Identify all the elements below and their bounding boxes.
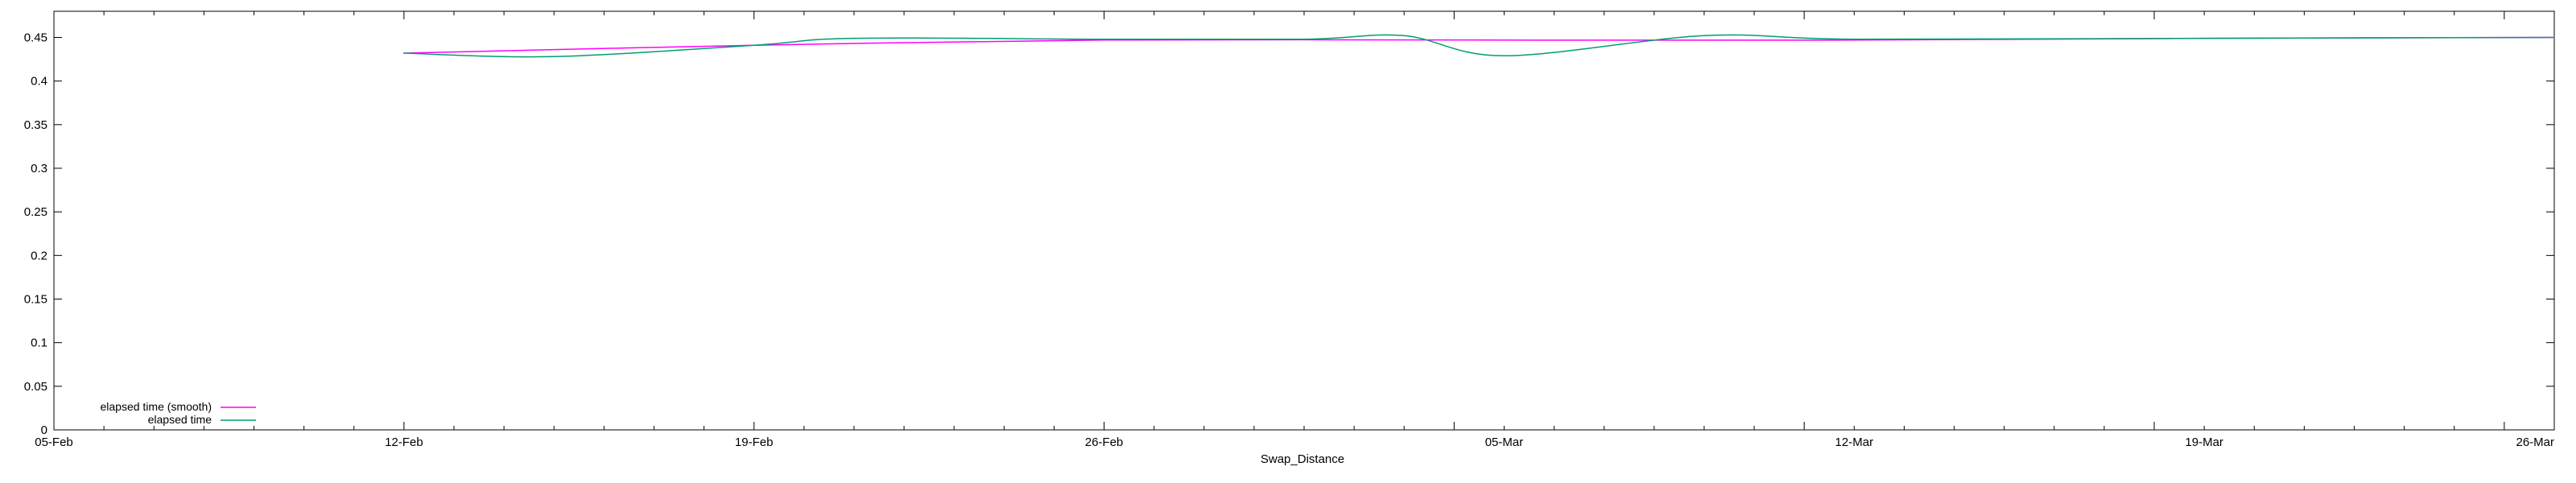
x-tick-label: 12-Mar	[1835, 436, 1874, 449]
data-point	[1103, 38, 1105, 40]
data-point	[853, 37, 855, 39]
legend-label-smooth: elapsed time (smooth)	[100, 400, 212, 413]
series-line-raw	[403, 34, 2555, 58]
x-tick-label: 19-Feb	[735, 436, 774, 449]
data-point	[2553, 36, 2555, 39]
legend: elapsed time (smooth) elapsed time	[100, 400, 256, 426]
data-point	[1403, 35, 1406, 37]
data-point	[2203, 37, 2205, 39]
y-tick-label: 0.2	[31, 249, 47, 262]
x-tick-label: 26-Feb	[1085, 436, 1124, 449]
y-tick-label: 0.3	[31, 162, 47, 175]
x-axis: 05-Feb 12-Feb 19-Feb 26-Feb 05-Mar 12-Mar 19-M…	[35, 11, 2555, 449]
x-tick-label: 19-Mar	[2185, 436, 2223, 449]
y-tick-label: 0.35	[24, 118, 47, 132]
y-tick-label: 0.1	[31, 336, 47, 350]
y-tick-label: 0.25	[24, 205, 47, 219]
y-tick-label: 0.4	[31, 75, 47, 89]
y-tick-label: 0	[41, 423, 47, 437]
legend-label-raw: elapsed time	[148, 413, 213, 426]
x-axis-label: Swap_Distance	[1261, 452, 1344, 466]
x-tick-label: 05-Mar	[1485, 436, 1524, 449]
y-axis: 0 0.05 0.1 0.15 0.2 0.25 0.3 0.35 0.4 0.45	[24, 31, 2554, 437]
x-tick-label: 26-Mar	[2516, 436, 2554, 449]
x-tick-label: 05-Feb	[35, 436, 73, 449]
data-point	[403, 52, 405, 54]
x-tick-label: 12-Feb	[385, 436, 423, 449]
data-point	[753, 44, 755, 47]
y-tick-label: 0.45	[24, 31, 47, 45]
series-layer	[403, 34, 2555, 58]
data-point	[1303, 38, 1305, 40]
y-tick-label: 0.05	[24, 380, 47, 394]
data-point	[1703, 35, 1705, 37]
data-point	[1503, 39, 1505, 41]
data-point	[1503, 55, 1505, 57]
data-point	[553, 56, 555, 58]
y-tick-label: 0.15	[24, 293, 47, 307]
data-point	[1853, 38, 1856, 40]
